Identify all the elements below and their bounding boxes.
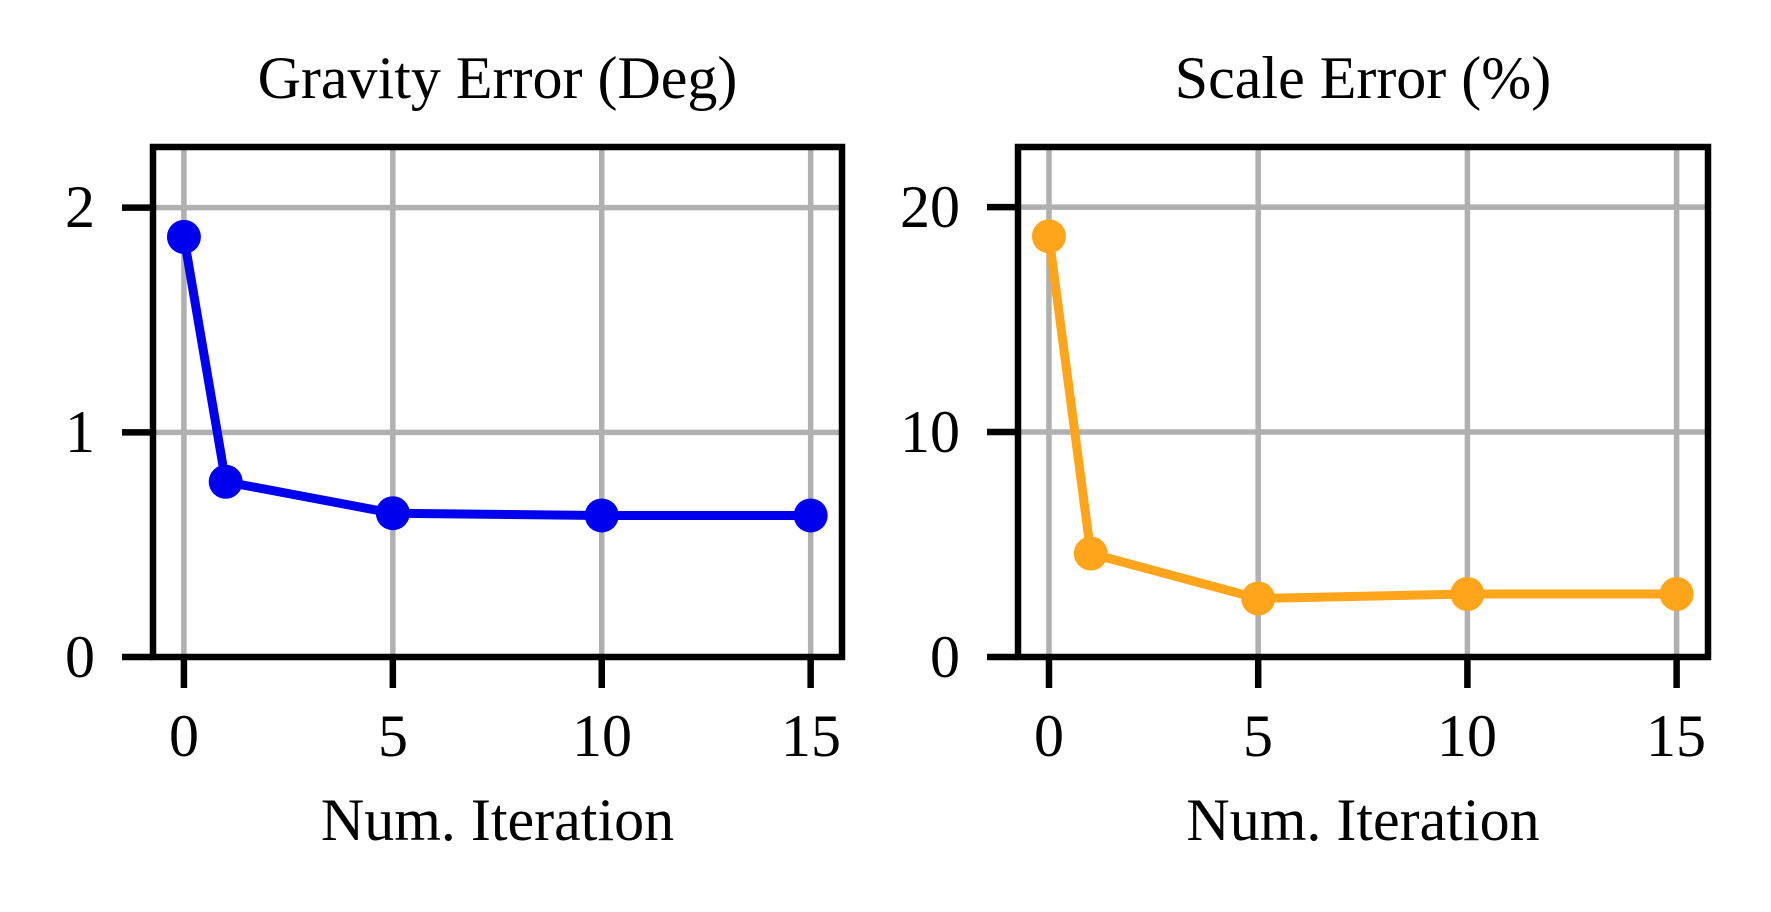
data-point [584,498,619,533]
left-plot-border [149,143,846,661]
right-plot-ytick-1: 10 [900,399,960,465]
left-plot-ytick-1: 1 [65,399,95,465]
data-point [166,219,201,254]
right-plot-xaxis-label: Num. Iteration [1186,787,1540,853]
left-plot-title: Gravity Error (Deg) [257,45,738,111]
left-plot-xtick-0: 0 [169,703,199,769]
right-plot-xtick-0: 0 [1034,703,1064,769]
right-plot: Scale Error (%) 0 10 20 0 5 10 15 Num. I… [900,48,1708,850]
right-plot-title: Scale Error (%) [1174,45,1552,111]
right-plot-graphics [987,143,1712,688]
left-plot-xtick-1: 5 [378,703,408,769]
right-plot-xtick-2: 10 [1437,703,1497,769]
left-plot-xaxis-label: Num. Iteration [320,787,675,853]
left-plot-graphics [122,143,846,688]
left-plot-xtick-3: 15 [781,703,841,769]
data-point [1073,536,1108,571]
right-plot-xtick-1: 5 [1243,703,1273,769]
data-point [1450,577,1485,612]
right-plot-ytick-0: 0 [930,624,960,690]
right-plot-xtick-3: 15 [1646,703,1706,769]
data-point [1031,219,1066,254]
data-point [208,464,243,499]
left-plot-xtick-2: 10 [572,703,632,769]
data-point [1241,581,1276,616]
data-point [1659,577,1694,612]
right-plot-ytick-2: 20 [900,174,960,240]
left-plot: Gravity Error (Deg) 0 1 2 0 5 10 15 Num.… [65,48,842,850]
left-plot-ytick-2: 2 [65,174,95,240]
data-point [793,498,828,533]
left-plot-ytick-0: 0 [65,624,95,690]
data-point [375,496,410,531]
right-plot-border [1014,143,1712,661]
